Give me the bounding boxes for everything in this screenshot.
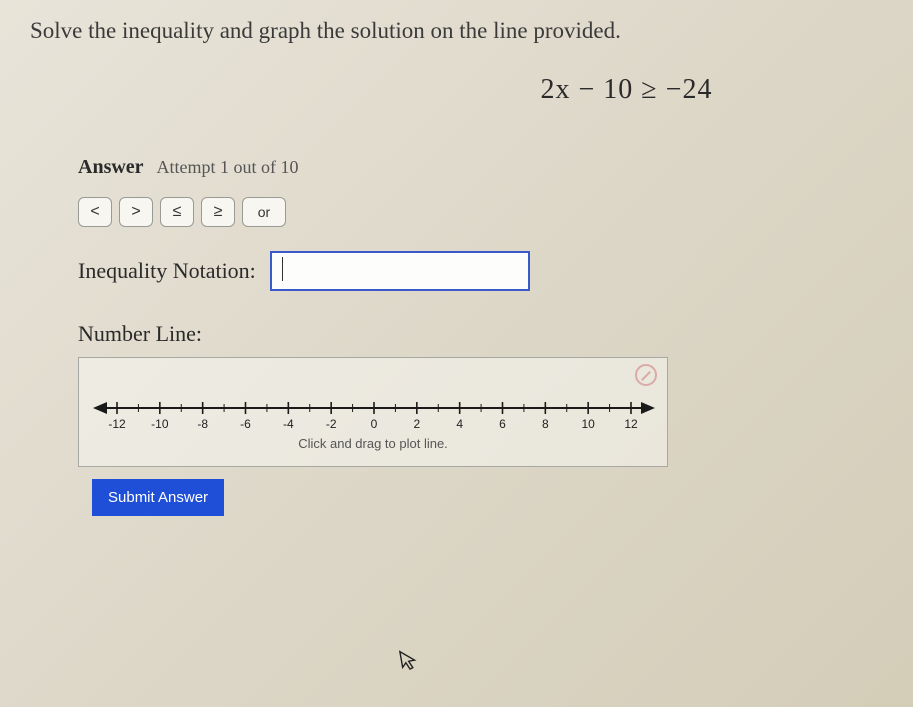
svg-text:-2: -2 bbox=[326, 417, 337, 431]
inequality-equation: 2x − 10 ≥ −24 bbox=[370, 74, 883, 106]
number-line-label: Number Line: bbox=[78, 321, 883, 347]
svg-text:10: 10 bbox=[581, 417, 595, 431]
text-caret bbox=[282, 257, 283, 281]
svg-text:2: 2 bbox=[413, 417, 420, 431]
notation-label: Inequality Notation: bbox=[78, 258, 256, 284]
svg-text:0: 0 bbox=[371, 417, 378, 431]
operator-row: < > ≤ ≥ or bbox=[78, 197, 883, 227]
or-button[interactable]: or bbox=[242, 197, 286, 227]
answer-header: Answer Attempt 1 out of 10 bbox=[78, 156, 883, 179]
submit-answer-button[interactable]: Submit Answer bbox=[92, 479, 224, 516]
greater-than-button[interactable]: > bbox=[119, 197, 153, 227]
less-than-button[interactable]: < bbox=[78, 197, 112, 227]
answer-label: Answer bbox=[78, 156, 144, 178]
svg-text:4: 4 bbox=[456, 417, 463, 431]
inequality-notation-row: Inequality Notation: bbox=[78, 251, 883, 291]
question-prompt: Solve the inequality and graph the solut… bbox=[30, 18, 883, 44]
number-line-box[interactable]: -12 -10 -8 -6 -4 -2 0 2 4 6 8 10 12 Click and drag t… bbox=[78, 357, 668, 467]
mouse-cursor-icon bbox=[398, 646, 423, 679]
attempt-counter: Attempt 1 out of 10 bbox=[157, 157, 299, 177]
svg-text:6: 6 bbox=[499, 417, 506, 431]
svg-text:8: 8 bbox=[542, 417, 549, 431]
svg-text:-8: -8 bbox=[197, 417, 208, 431]
inequality-notation-input[interactable] bbox=[270, 251, 530, 291]
greater-equal-button[interactable]: ≥ bbox=[201, 197, 235, 227]
reset-icon[interactable] bbox=[635, 364, 657, 386]
number-line-caption: Click and drag to plot line. bbox=[79, 436, 667, 451]
svg-text:-10: -10 bbox=[151, 417, 169, 431]
svg-text:-6: -6 bbox=[240, 417, 251, 431]
less-equal-button[interactable]: ≤ bbox=[160, 197, 194, 227]
svg-text:-4: -4 bbox=[283, 417, 294, 431]
svg-text:12: 12 bbox=[624, 417, 638, 431]
number-line-plot[interactable]: -12 -10 -8 -6 -4 -2 0 2 4 6 8 10 12 bbox=[79, 394, 667, 434]
svg-text:-12: -12 bbox=[108, 417, 126, 431]
